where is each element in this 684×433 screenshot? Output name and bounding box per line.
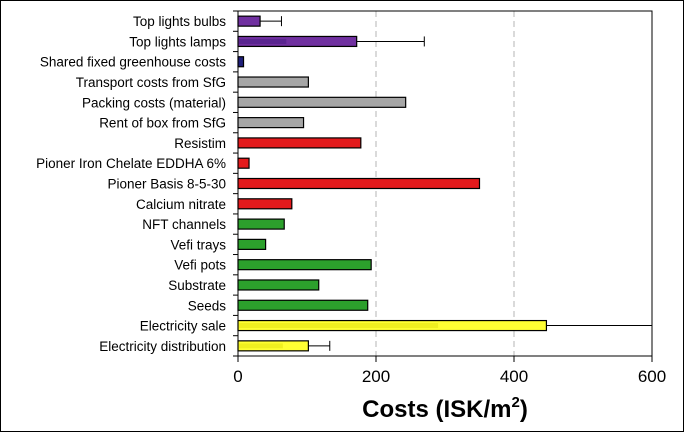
bar: [237, 157, 250, 169]
bar: [237, 238, 267, 250]
category-label: Transport costs from SfG: [76, 75, 226, 90]
bar: [237, 198, 293, 210]
category-label: Top lights bulbs: [133, 14, 226, 29]
bar: [237, 76, 309, 88]
x-tick-label: 0: [233, 367, 242, 386]
x-tick-label: 400: [500, 367, 528, 386]
bar: [237, 96, 407, 108]
category-label: Seeds: [188, 298, 227, 313]
bar: [237, 117, 305, 129]
x-axis-title-main: Costs (ISK/m: [362, 396, 511, 423]
bar-inner-segment: [239, 323, 439, 329]
bar-inner-segment: [239, 38, 287, 44]
x-axis-title: Costs (ISK/m2): [362, 394, 528, 423]
category-label: Vefi trays: [170, 237, 226, 252]
plot-area-border: [237, 10, 653, 357]
x-axis-title-superscript: 2: [512, 394, 520, 411]
category-label: Calcium nitrate: [136, 197, 226, 212]
category-label: Top lights lamps: [129, 34, 226, 49]
category-label: Rent of box from SfG: [99, 116, 226, 131]
bar-inner-segment: [239, 343, 283, 349]
category-label: Shared fixed greenhouse costs: [40, 55, 226, 70]
bar-layer: [237, 15, 653, 352]
axis-layer: 0 200 400 600: [233, 10, 666, 386]
x-axis-title-close: ): [520, 396, 528, 423]
category-label: Electricity sale: [140, 319, 226, 334]
bar: [237, 279, 320, 291]
category-label: Packing costs (material): [82, 95, 226, 110]
category-label: Vefi pots: [174, 258, 226, 273]
category-label: Pioner Iron Chelate EDDHA 6%: [36, 156, 226, 171]
category-label: Electricity distribution: [99, 339, 226, 354]
category-label: Resistim: [174, 136, 226, 151]
category-label: NFT channels: [142, 217, 226, 232]
category-label-layer: Top lights bulbs Top lights lamps Shared f…: [36, 14, 226, 354]
bar: [237, 177, 481, 190]
category-label: Pioner Basis 8-5-30: [107, 177, 226, 192]
bar: [237, 56, 245, 68]
bar: [237, 15, 261, 27]
bar: [237, 218, 285, 230]
x-tick-label: 600: [638, 367, 666, 386]
bar: [237, 137, 362, 149]
bar: [237, 259, 372, 271]
category-label: Substrate: [168, 278, 226, 293]
x-tick-label: 200: [362, 367, 390, 386]
bar: [237, 299, 369, 311]
